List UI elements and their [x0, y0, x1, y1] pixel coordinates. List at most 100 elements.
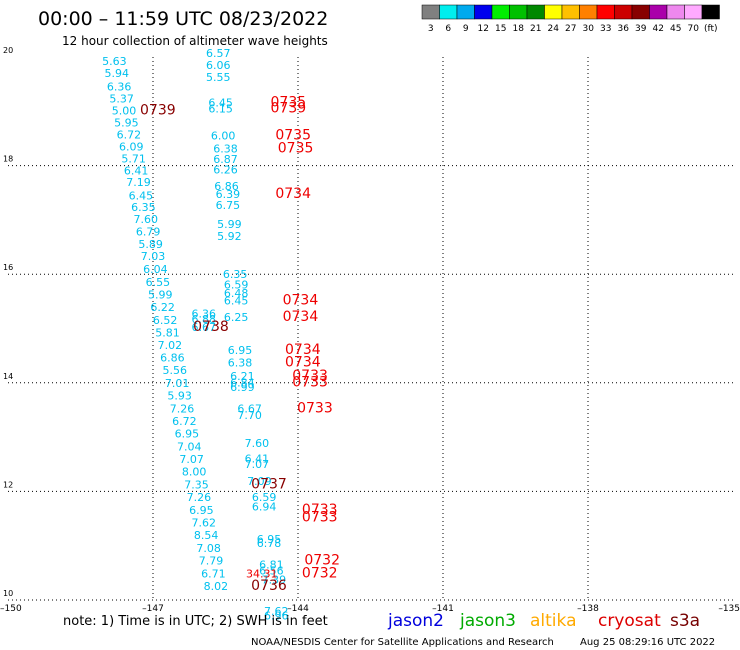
time-label: 0733 [292, 368, 328, 384]
swh-value: 7.08 [196, 542, 221, 555]
colorbar-swatch [421, 4, 440, 20]
swh-value: 6.36 [107, 81, 132, 94]
swh-value: 6.00 [211, 130, 236, 143]
legend-cryosat: cryosat [598, 611, 661, 631]
swh-value: 6.25 [224, 311, 249, 324]
swh-value: 5.89 [138, 238, 163, 251]
swh-value: 5.00 [112, 105, 137, 118]
time-label: 0739 [140, 103, 176, 119]
time-label: 0738 [193, 319, 229, 335]
swh-value: 5.92 [217, 230, 242, 243]
swh-value-high: 34.31 [246, 568, 278, 581]
swh-value: 6.26 [213, 164, 238, 177]
swh-value: 7.62 [264, 605, 289, 618]
swh-value: 6.45 [208, 96, 233, 109]
time-label: 0733 [302, 509, 338, 525]
colorbar: 3 6 9 12 15 18 21 24 27 30 33 36 39 42 45 70 (ft) [421, 4, 720, 34]
swh-value: 6.86 [214, 180, 239, 193]
time-label: 0735 [275, 128, 311, 144]
colorbar-swatch [456, 4, 475, 20]
satellite-legend: jason2 jason3 altika cryosat s3a [387, 611, 700, 631]
footer-credit: NOAA/NESDIS Center for Satellite Applica… [251, 637, 554, 648]
swh-value: 6.57 [206, 47, 231, 60]
colorbar-swatch [526, 4, 545, 20]
swh-value: 6.38 [228, 357, 253, 370]
swh-value: 5.81 [155, 327, 180, 340]
swh-value: 7.39 [262, 574, 287, 587]
colorbar-label: 21 [530, 24, 541, 34]
swh-value: 6.94 [252, 500, 277, 513]
time-label: 0733 [297, 401, 333, 417]
time-label: 0734 [283, 309, 319, 325]
colorbar-swatch [666, 4, 685, 20]
colorbar-label: 18 [513, 24, 525, 34]
time-label: 0734 [283, 293, 319, 309]
swh-value: 7.79 [199, 555, 224, 568]
colorbar-swatch [649, 4, 668, 20]
swh-value: 6.56 [259, 564, 284, 577]
colorbar-label: 33 [600, 24, 611, 34]
swh-value: 6.04 [143, 263, 168, 276]
colorbar-swatch [474, 4, 493, 20]
swh-value: 5.99 [148, 289, 173, 302]
swh-value: 5.71 [121, 152, 146, 165]
swh-value: 6.38 [213, 143, 238, 156]
swh-value: 5.99 [217, 218, 242, 231]
colorbar-label: 3 [428, 24, 434, 34]
swh-value: 6.36 [192, 308, 217, 321]
swh-value: 5.63 [102, 55, 127, 68]
swh-value: 6.15 [208, 102, 233, 115]
swh-value: 6.72 [172, 415, 197, 428]
swh-value: 8.54 [194, 529, 219, 542]
swh-value: 6.84 [230, 377, 255, 390]
chart-title: 00:00 – 11:59 UTC 08/23/2022 [38, 8, 328, 30]
swh-value: 8.02 [204, 580, 229, 593]
colorbar-label: 45 [670, 24, 681, 34]
swh-value: 6.67 [192, 321, 217, 334]
swh-value: 6.21 [230, 370, 255, 383]
y-tick-label: 20 [3, 46, 13, 55]
swh-value: 6.78 [257, 537, 282, 550]
colorbar-swatch [439, 4, 458, 20]
swh-value: 7.01 [165, 377, 190, 390]
y-tick-label: 12 [3, 480, 13, 489]
colorbar-label: 9 [463, 24, 469, 34]
swh-value: 6.95 [175, 428, 200, 441]
y-tick-label: 14 [3, 372, 13, 381]
swh-value: 6.95 [257, 533, 282, 546]
x-tick-label: –141 [432, 604, 454, 614]
time-label: 0736 [251, 578, 287, 594]
swh-value: 6.67 [237, 403, 262, 416]
x-axis: –150 –147 –144 –141 –138 –135 [0, 604, 740, 614]
colorbar-label: 12 [478, 24, 489, 34]
x-tick-label: –135 [718, 604, 740, 614]
legend-altika: altika [530, 611, 577, 631]
swh-value: 7.60 [134, 213, 159, 226]
colorbar-label: 27 [565, 24, 576, 34]
colorbar-swatch [614, 4, 633, 20]
colorbar-label: 24 [548, 24, 560, 34]
swh-value: 7.07 [245, 458, 270, 471]
colorbar-label: 42 [653, 24, 664, 34]
swh-value: 6.59 [224, 278, 249, 291]
swh-value: 6.55 [146, 276, 171, 289]
legend-jason2: jason2 [387, 611, 444, 631]
colorbar-label: 39 [635, 24, 647, 34]
swh-value: 8.00 [182, 466, 207, 479]
footer-timestamp: Aug 25 08:29:16 UTC 2022 [580, 637, 715, 648]
colorbar-swatch [491, 4, 510, 20]
swh-value: 6.95 [189, 504, 214, 517]
swh-value: 6.86 [160, 352, 185, 365]
time-label: 0734 [285, 342, 321, 358]
swh-value: 7.02 [158, 339, 183, 352]
swh-value: 6.39 [216, 188, 241, 201]
colorbar-swatch [701, 4, 720, 20]
colorbar-label: 6 [445, 24, 451, 34]
time-label: 0737 [251, 477, 287, 493]
swh-value: 7.03 [141, 250, 166, 263]
swh-value: 7.35 [184, 479, 209, 492]
swh-value: 5.94 [105, 67, 130, 80]
data-labels: 5.635.946.365.375.005.956.726.095.716.41… [102, 47, 340, 623]
